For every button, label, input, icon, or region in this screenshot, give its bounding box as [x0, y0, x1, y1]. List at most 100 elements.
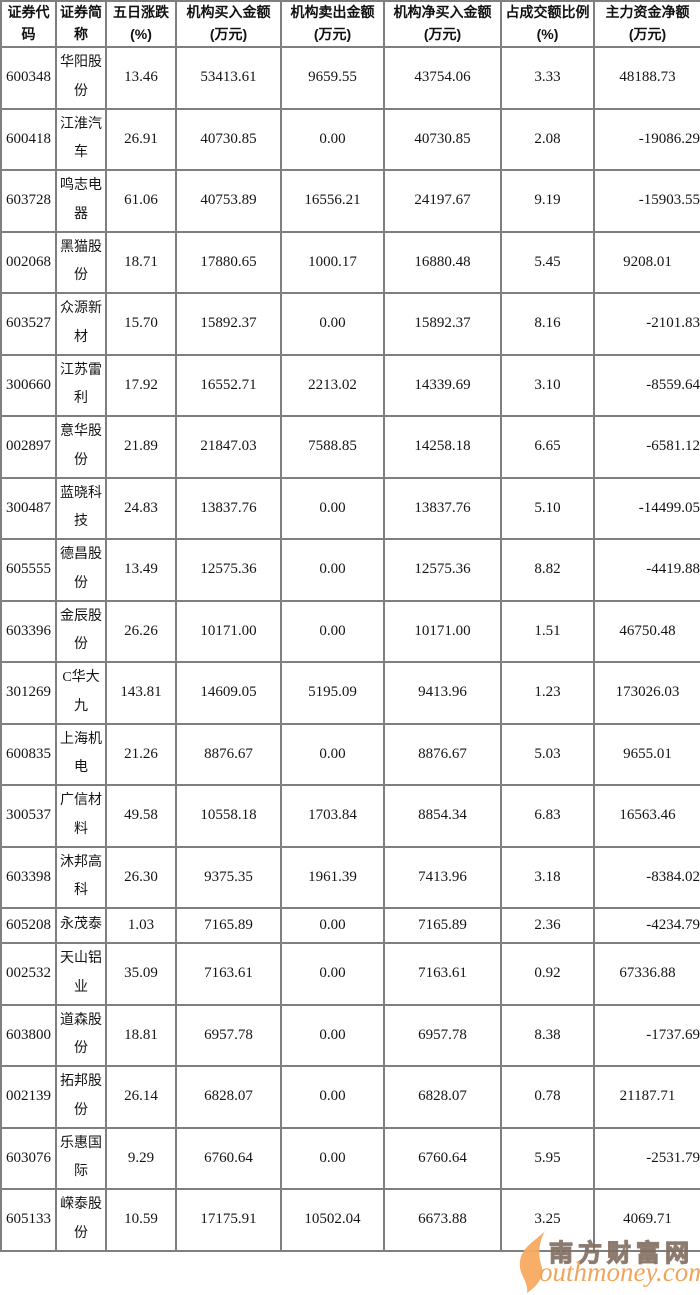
- name-cell: 沐邦高科: [55, 845, 107, 909]
- name-cell: 上海机电: [55, 722, 107, 786]
- turnover-ratio-cell: 5.95: [500, 1126, 595, 1190]
- table-row: 603076 乐惠国际 9.29 6760.64 0.00 6760.64 5.95 -253…: [0, 1126, 700, 1190]
- net-buy-amount-cell: 6957.78: [383, 1003, 502, 1067]
- buy-amount-cell: 6828.07: [175, 1065, 282, 1129]
- table-row: 603396 金辰股份 26.26 10171.00 0.00 10171.00 1.51 4…: [0, 599, 700, 663]
- code-cell: 301269: [0, 661, 57, 725]
- sell-amount-cell: 0.00: [280, 942, 385, 1006]
- code-cell: 605208: [0, 907, 57, 944]
- main-net-amount-cell: -4419.88: [593, 538, 700, 602]
- table-row: 603398 沐邦高科 26.30 9375.35 1961.39 7413.96 3.18…: [0, 845, 700, 909]
- change-cell: 21.26: [105, 722, 177, 786]
- main-net-amount-cell: -4234.79: [593, 907, 700, 944]
- column-header-main-net-amount: 主力资金净额 (万元): [593, 0, 700, 48]
- code-cell: 300660: [0, 353, 57, 417]
- sell-amount-cell: 1961.39: [280, 845, 385, 909]
- name-cell: 华阳股份: [55, 46, 107, 110]
- column-header-unit: (万元): [628, 26, 667, 42]
- turnover-ratio-cell: 3.10: [500, 353, 595, 417]
- buy-amount-cell: 40730.85: [175, 107, 282, 171]
- turnover-ratio-cell: 3.33: [500, 46, 595, 110]
- change-cell: 17.92: [105, 353, 177, 417]
- sell-amount-cell: 0.00: [280, 599, 385, 663]
- net-buy-amount-cell: 6760.64: [383, 1126, 502, 1190]
- turnover-ratio-cell: 1.51: [500, 599, 595, 663]
- sell-amount-cell: 7588.85: [280, 415, 385, 479]
- buy-amount-cell: 14609.05: [175, 661, 282, 725]
- column-header-net-buy-amount: 机构净买入金额 (万元): [383, 0, 502, 48]
- net-buy-amount-cell: 24197.67: [383, 169, 502, 233]
- sell-amount-cell: 5195.09: [280, 661, 385, 725]
- sell-amount-cell: 0.00: [280, 1065, 385, 1129]
- main-net-amount-cell: -14499.05: [593, 476, 700, 540]
- name-cell: 拓邦股份: [55, 1065, 107, 1129]
- sell-amount-cell: 2213.02: [280, 353, 385, 417]
- sell-amount-cell: 0.00: [280, 292, 385, 356]
- code-cell: 603728: [0, 169, 57, 233]
- main-net-amount-cell: -15903.55: [593, 169, 700, 233]
- code-cell: 600348: [0, 46, 57, 110]
- code-cell: 300487: [0, 476, 57, 540]
- table-row: 002068 黑猫股份 18.71 17880.65 1000.17 16880.48 5.…: [0, 230, 700, 294]
- buy-amount-cell: 15892.37: [175, 292, 282, 356]
- turnover-ratio-cell: 8.82: [500, 538, 595, 602]
- change-cell: 24.83: [105, 476, 177, 540]
- name-cell: 乐惠国际: [55, 1126, 107, 1190]
- code-cell: 002139: [0, 1065, 57, 1129]
- code-cell: 300537: [0, 784, 57, 848]
- column-header-unit: (%): [536, 26, 559, 42]
- name-cell: 江苏雷利: [55, 353, 107, 417]
- column-header-sell-amount: 机构卖出金额 (万元): [280, 0, 385, 48]
- sell-amount-cell: 0.00: [280, 1003, 385, 1067]
- net-buy-amount-cell: 7413.96: [383, 845, 502, 909]
- table-row: 603527 众源新材 15.70 15892.37 0.00 15892.37 8.16-…: [0, 292, 700, 356]
- buy-amount-cell: 53413.61: [175, 46, 282, 110]
- net-buy-amount-cell: 10171.00: [383, 599, 502, 663]
- sell-amount-cell: 0.00: [280, 107, 385, 171]
- sell-amount-cell: 1000.17: [280, 230, 385, 294]
- turnover-ratio-cell: 0.78: [500, 1065, 595, 1129]
- name-cell: 鸣志电器: [55, 169, 107, 233]
- turnover-ratio-cell: 5.45: [500, 230, 595, 294]
- buy-amount-cell: 10558.18: [175, 784, 282, 848]
- change-cell: 18.71: [105, 230, 177, 294]
- change-cell: 13.46: [105, 46, 177, 110]
- sell-amount-cell: 0.00: [280, 1126, 385, 1190]
- code-cell: 605555: [0, 538, 57, 602]
- change-cell: 26.14: [105, 1065, 177, 1129]
- code-cell: 603076: [0, 1126, 57, 1190]
- main-net-amount-cell: -2101.83: [593, 292, 700, 356]
- turnover-ratio-cell: 9.19: [500, 169, 595, 233]
- code-cell: 603396: [0, 599, 57, 663]
- code-cell: 605133: [0, 1188, 57, 1252]
- net-buy-amount-cell: 6673.88: [383, 1188, 502, 1252]
- buy-amount-cell: 10171.00: [175, 599, 282, 663]
- net-buy-amount-cell: 8876.67: [383, 722, 502, 786]
- buy-amount-cell: 6957.78: [175, 1003, 282, 1067]
- change-cell: 21.89: [105, 415, 177, 479]
- column-header-code: 证券代码: [0, 0, 57, 48]
- sell-amount-cell: 0.00: [280, 476, 385, 540]
- turnover-ratio-cell: 3.18: [500, 845, 595, 909]
- net-buy-amount-cell: 14258.18: [383, 415, 502, 479]
- name-cell: 意华股份: [55, 415, 107, 479]
- turnover-ratio-cell: 0.92: [500, 942, 595, 1006]
- turnover-ratio-cell: 5.10: [500, 476, 595, 540]
- main-net-amount-cell: 4069.71: [593, 1188, 700, 1252]
- name-cell: 黑猫股份: [55, 230, 107, 294]
- code-cell: 600418: [0, 107, 57, 171]
- main-net-amount-cell: 9655.01: [593, 722, 700, 786]
- net-buy-amount-cell: 9413.96: [383, 661, 502, 725]
- table-row: 301269 C华大九 143.81 14609.05 5195.09 9413.96 1.…: [0, 661, 700, 725]
- code-cell: 002068: [0, 230, 57, 294]
- change-cell: 9.29: [105, 1126, 177, 1190]
- change-cell: 13.49: [105, 538, 177, 602]
- buy-amount-cell: 16552.71: [175, 353, 282, 417]
- buy-amount-cell: 6760.64: [175, 1126, 282, 1190]
- net-buy-amount-cell: 16880.48: [383, 230, 502, 294]
- name-cell: 金辰股份: [55, 599, 107, 663]
- main-net-amount-cell: 9208.01: [593, 230, 700, 294]
- column-header-name: 证券简称: [55, 0, 107, 48]
- main-net-amount-cell: 16563.46: [593, 784, 700, 848]
